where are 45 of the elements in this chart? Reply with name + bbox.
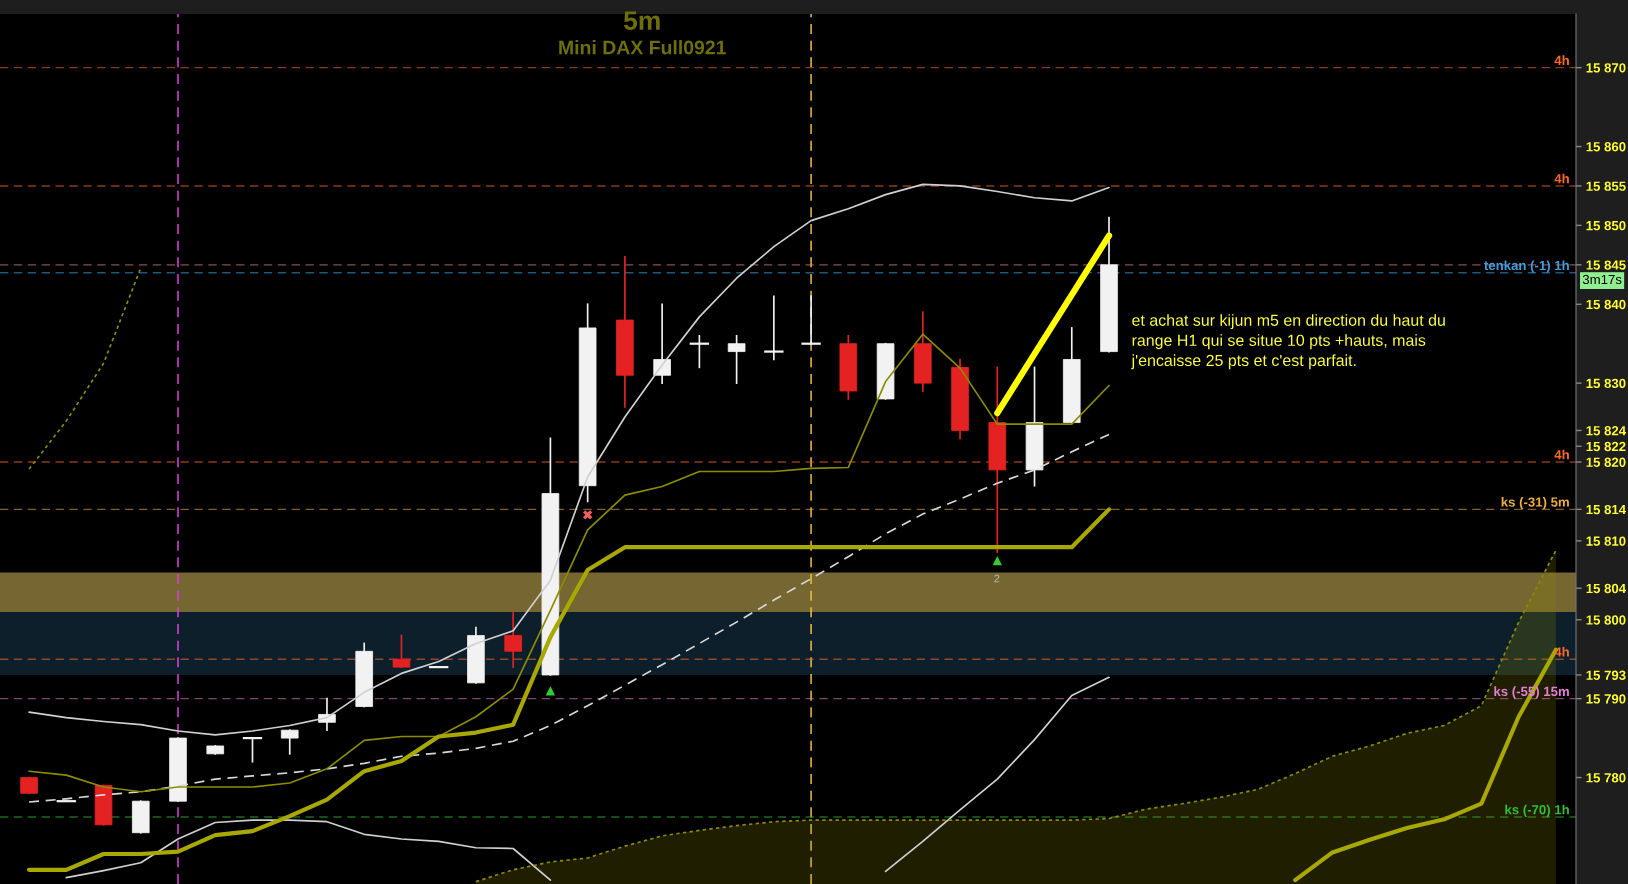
point <box>545 686 556 696</box>
candlestick <box>727 334 746 384</box>
y-tick-label: 15 793 <box>1586 670 1626 680</box>
ref-line-label: tenkan (-1) 1h <box>1484 260 1569 273</box>
y-tick-label: 15 824 <box>1586 426 1627 436</box>
y-tick-label: 15 820 <box>1586 457 1626 467</box>
ref-line-label: ks (-70) 1h <box>1505 804 1569 817</box>
annotation: et achat sur kijun m5 en direction du haut du range H1 qui se situe 10 pts +hauts, mais j'encaisse 25 pts et c'est parfait. <box>1131 314 1445 370</box>
y-tick-label: 15 804 <box>1586 583 1627 594</box>
ref-line-label: 4h <box>1554 449 1569 460</box>
candlestick <box>764 295 784 361</box>
text: 3m17s <box>1582 274 1622 285</box>
y-tick-label: 15 800 <box>1586 615 1626 625</box>
candlestick <box>504 611 522 668</box>
y-tick-label: 15 855 <box>1586 181 1626 191</box>
y-tick-label: 15 860 <box>1586 142 1626 152</box>
line-series <box>28 433 1110 803</box>
ref-line-label: ks (-31) 5m <box>1501 497 1569 510</box>
y-tick-label: 15 810 <box>1586 536 1626 546</box>
candlestick <box>801 295 821 345</box>
y-tick-label: 15 780 <box>1586 773 1626 783</box>
y-tick-label: 15 845 <box>1586 260 1626 270</box>
line-series <box>28 267 142 470</box>
y-tick-label: 15 814 <box>1586 504 1627 515</box>
chart-title: 5m <box>623 11 660 30</box>
text: Mini DAX Full0921 <box>559 40 726 55</box>
line-series <box>28 183 1110 736</box>
ref-line-label: 4h <box>1554 173 1569 184</box>
point <box>992 555 1002 566</box>
y-tick-label: 15 830 <box>1586 378 1626 389</box>
candlestick <box>392 634 411 668</box>
line-series <box>28 333 1110 793</box>
candlestick <box>689 334 710 369</box>
y-tick-label: 15 822 <box>1586 441 1626 452</box>
candlestick <box>653 303 671 384</box>
candlestick <box>242 736 263 763</box>
ref-line-label: 4h <box>1554 55 1569 65</box>
y-tick-label: 15 840 <box>1586 299 1626 310</box>
annotation: 2 <box>994 574 1000 583</box>
y-tick-label: 15 850 <box>1586 220 1626 231</box>
point <box>582 510 593 520</box>
candlestick <box>280 729 299 755</box>
y-tick-label: 15 870 <box>1586 63 1626 73</box>
line-series <box>26 507 1112 872</box>
y-tick-label: 15 790 <box>1586 694 1626 704</box>
